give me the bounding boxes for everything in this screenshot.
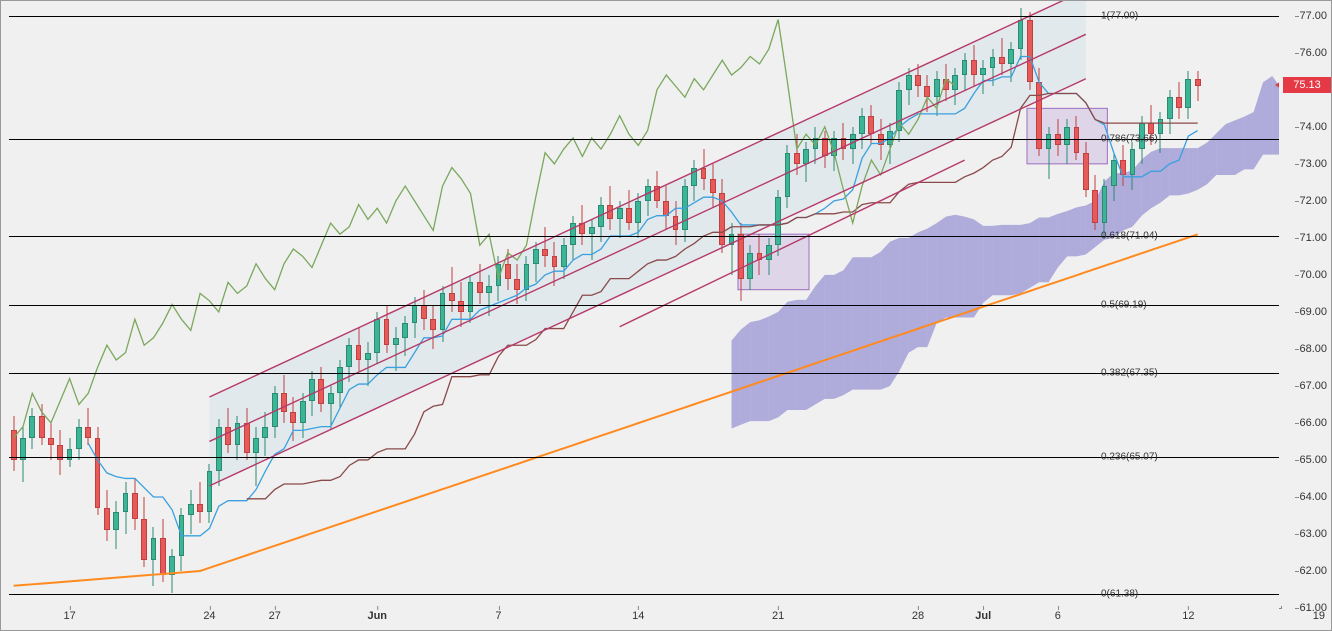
fib-label: 0.618(71.04) <box>1101 231 1158 242</box>
y-tick: 68.00 <box>1299 343 1327 355</box>
y-tick: 71.00 <box>1299 232 1327 244</box>
fib-label: 1(77.00) <box>1101 10 1138 21</box>
fib-line <box>9 457 1281 458</box>
x-tick: 28 <box>912 610 924 622</box>
price-chart[interactable]: USD 1(77.00)0.786(73.66)0.618(71.04)0.5(… <box>0 0 1332 631</box>
x-tick: 14 <box>632 610 644 622</box>
last-price-tag: 75.13 <box>1283 77 1331 93</box>
y-tick: 67.00 <box>1299 380 1327 392</box>
x-tick: 27 <box>269 610 281 622</box>
x-tick: Jun <box>367 610 387 622</box>
fib-label: 0.236(65.07) <box>1101 452 1158 463</box>
y-tick: 63.00 <box>1299 528 1327 540</box>
y-tick: 74.00 <box>1299 121 1327 133</box>
x-tick: 17 <box>63 610 75 622</box>
x-tick: 19 <box>1313 610 1325 622</box>
fib-label: 0.382(67.35) <box>1101 367 1158 378</box>
fib-label: 0(61.38) <box>1101 588 1138 599</box>
y-tick: 64.00 <box>1299 491 1327 503</box>
y-tick: 72.00 <box>1299 195 1327 207</box>
x-tick: 21 <box>772 610 784 622</box>
x-axis: 172427Jun7142128Jul61219 <box>1 606 1279 630</box>
y-axis: 61.0062.0063.0064.0065.0066.0067.0068.00… <box>1279 1 1331 606</box>
x-tick: 24 <box>203 610 215 622</box>
x-tick: 12 <box>1182 610 1194 622</box>
fib-line <box>9 16 1281 17</box>
x-tick: 7 <box>495 610 501 622</box>
fib-line <box>9 139 1281 140</box>
y-tick: 66.00 <box>1299 417 1327 429</box>
x-tick: Jul <box>975 610 991 622</box>
fib-line <box>9 373 1281 374</box>
fib-line <box>9 594 1281 595</box>
y-tick: 76.00 <box>1299 47 1327 59</box>
fib-label: 0.786(73.66) <box>1101 134 1158 145</box>
fib-line <box>9 305 1281 306</box>
y-tick: 73.00 <box>1299 158 1327 170</box>
fib-label: 0.5(69.19) <box>1101 299 1147 310</box>
x-tick: 6 <box>1055 610 1061 622</box>
y-tick: 77.00 <box>1299 10 1327 22</box>
y-tick: 69.00 <box>1299 306 1327 318</box>
plot-area[interactable]: 1(77.00) 0.786(73.66) 0.618(71.04) 0.5(69.1… <box>1 1 1282 609</box>
y-tick: 70.00 <box>1299 269 1327 281</box>
y-tick: 65.00 <box>1299 454 1327 466</box>
y-tick: 62.00 <box>1299 565 1327 577</box>
fib-line <box>9 236 1281 237</box>
